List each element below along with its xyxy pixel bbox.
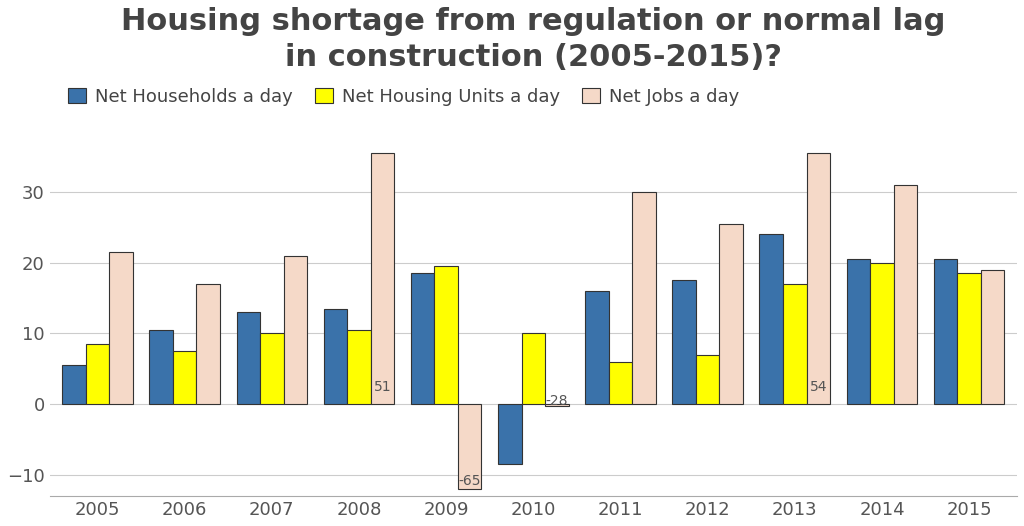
Bar — [458, 404, 481, 489]
Bar — [783, 284, 807, 404]
Bar — [545, 404, 568, 406]
Bar — [197, 284, 220, 404]
Text: 54: 54 — [810, 380, 827, 393]
Bar — [632, 192, 655, 404]
Text: 51: 51 — [374, 380, 391, 393]
Bar — [284, 256, 307, 404]
Bar — [870, 262, 894, 404]
Bar — [894, 185, 918, 404]
Bar — [957, 273, 981, 404]
Title: Housing shortage from regulation or normal lag
in construction (2005-2015)?: Housing shortage from regulation or norm… — [121, 7, 945, 72]
Bar — [62, 365, 86, 404]
Bar — [150, 330, 173, 404]
Bar — [696, 355, 720, 404]
Bar — [760, 234, 783, 404]
Bar — [720, 224, 743, 404]
Bar — [86, 344, 110, 404]
Bar — [981, 270, 1005, 404]
Bar — [237, 312, 260, 404]
Bar — [371, 153, 394, 404]
Bar — [411, 273, 434, 404]
Bar — [110, 252, 133, 404]
Bar — [847, 259, 870, 404]
Bar — [173, 351, 197, 404]
Bar — [434, 266, 458, 404]
Bar — [347, 330, 371, 404]
Bar — [934, 259, 957, 404]
Bar — [585, 291, 608, 404]
Bar — [608, 362, 632, 404]
Bar — [324, 309, 347, 404]
Bar — [673, 280, 696, 404]
Bar — [260, 333, 284, 404]
Bar — [521, 333, 545, 404]
Legend: Net Households a day, Net Housing Units a day, Net Jobs a day: Net Households a day, Net Housing Units … — [69, 87, 739, 106]
Text: -28: -28 — [546, 393, 568, 408]
Text: -65: -65 — [459, 474, 481, 488]
Bar — [807, 153, 830, 404]
Bar — [498, 404, 521, 464]
